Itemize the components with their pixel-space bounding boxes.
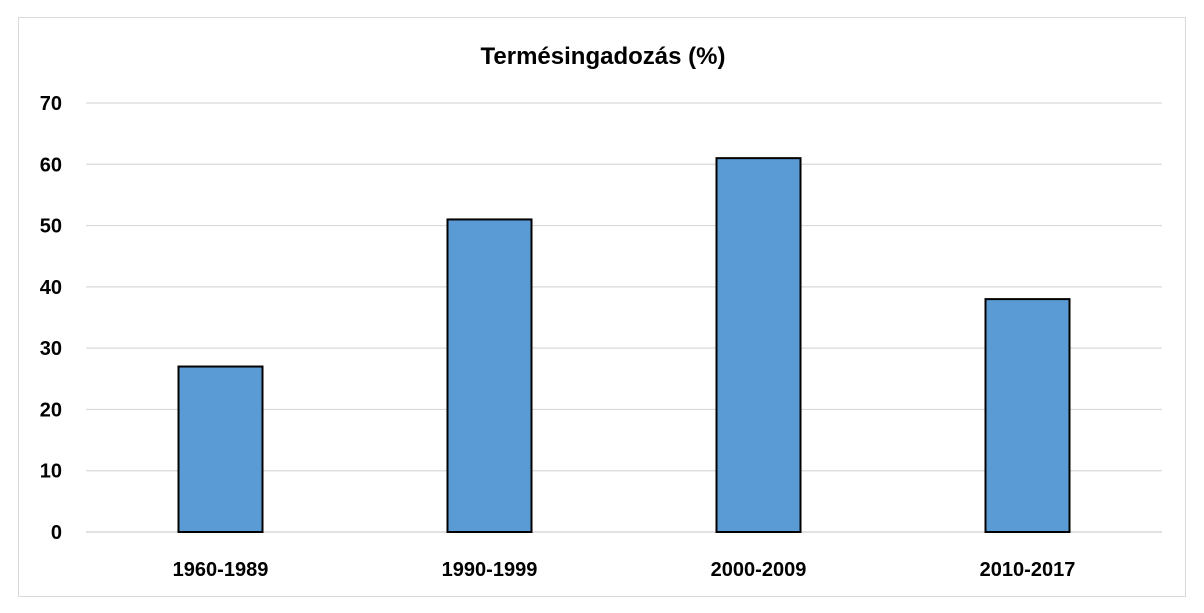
y-tick-label: 30 — [40, 338, 62, 360]
y-tick-label: 60 — [40, 154, 62, 176]
bar-1990-1999 — [446, 218, 533, 533]
x-tick-label: 2010-2017 — [980, 559, 1076, 581]
bar-1960-1989 — [177, 365, 264, 533]
bar-2000-2009 — [715, 157, 802, 534]
y-tick-label: 0 — [51, 522, 62, 544]
y-tick-label: 50 — [40, 216, 62, 238]
x-tick-label: 1990-1999 — [442, 559, 538, 581]
x-axis-ticks: 1960-1989 1990-1999 2000-2009 2010-2017 — [173, 559, 1076, 581]
y-tick-label: 70 — [40, 93, 62, 115]
x-tick-label: 2000-2009 — [711, 559, 807, 581]
bars — [177, 157, 1071, 534]
y-tick-label: 10 — [40, 461, 62, 483]
y-tick-label: 40 — [40, 277, 62, 299]
y-tick-label: 20 — [40, 399, 62, 421]
chart-title: Termésingadozás (%) — [481, 43, 726, 70]
y-axis-ticks: 0 10 20 30 40 50 60 70 — [40, 93, 62, 544]
x-tick-label: 1960-1989 — [173, 559, 269, 581]
bar-2010-2017 — [984, 298, 1071, 533]
grid-lines — [86, 102, 1162, 533]
